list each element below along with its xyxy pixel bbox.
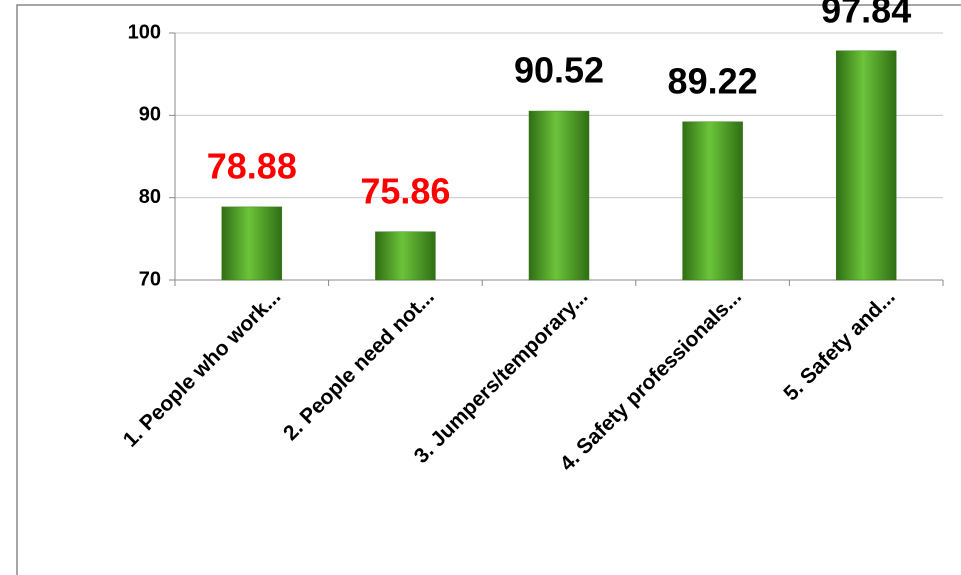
x-tick-label: 1. People who work... [119,285,285,451]
x-tick-label: 5. Safety and... [779,285,899,405]
bar [682,121,743,281]
data-label: 90.52 [514,50,604,91]
bar [221,206,283,281]
y-tick-label: 70 [139,268,161,290]
bar [375,231,436,281]
data-label: 78.88 [207,145,297,186]
data-label: 97.84 [821,0,911,30]
bar [528,110,590,281]
x-tick-label: 3. Jumpers/temporary... [410,285,593,468]
y-tick-label: 80 [139,186,161,208]
y-tick-label: 90 [139,104,161,126]
x-tick-label: 4. Safety professionals... [556,285,746,475]
bar [835,50,897,281]
x-tick-label: 2. People need not... [279,285,439,445]
data-label: 89.22 [668,60,758,101]
frame [16,4,961,575]
y-tick-label: 100 [128,21,161,43]
data-label: 75.86 [360,170,450,211]
